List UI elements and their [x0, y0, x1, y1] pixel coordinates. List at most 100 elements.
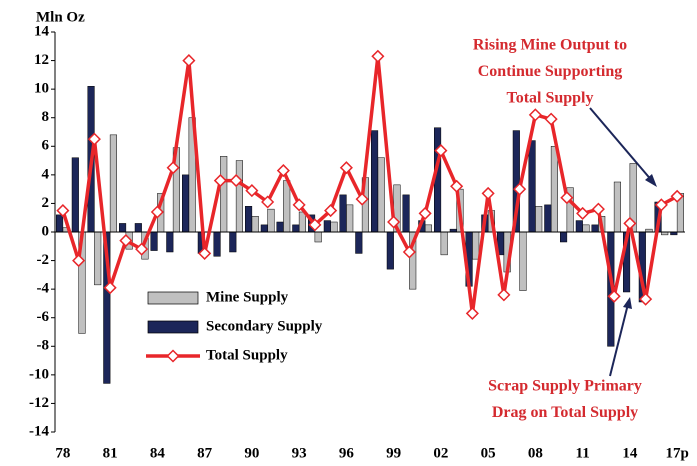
legend-label: Secondary Supply — [206, 318, 323, 334]
y-tick-label: 12 — [34, 52, 49, 68]
bar — [346, 204, 354, 233]
bar — [283, 180, 291, 233]
marker — [371, 49, 385, 63]
y-tick-label: -8 — [37, 338, 50, 354]
marker — [150, 205, 164, 219]
annotation: Scrap Supply Primary — [488, 378, 642, 395]
legend-label: Mine Supply — [206, 289, 289, 305]
bar — [150, 231, 158, 251]
bar — [355, 231, 363, 254]
bar — [613, 181, 621, 233]
marker — [450, 179, 464, 193]
y-tick-label: -4 — [37, 281, 50, 297]
bar — [424, 224, 432, 233]
marker — [182, 54, 196, 68]
marker — [434, 144, 448, 158]
bar — [298, 211, 306, 233]
legend-label: Total Supply — [206, 347, 288, 363]
bar — [213, 231, 221, 257]
bar — [386, 231, 394, 270]
bar — [182, 174, 190, 233]
bar — [56, 214, 64, 233]
bar — [528, 140, 536, 233]
bar — [377, 157, 385, 233]
marker — [308, 218, 322, 232]
y-tick-label: 14 — [34, 23, 50, 39]
bar — [119, 223, 127, 233]
bar — [134, 223, 142, 233]
y-tick-label: 2 — [42, 195, 50, 211]
bar — [371, 130, 379, 233]
marker — [576, 206, 590, 220]
annotation: Continue Supporting — [478, 63, 623, 80]
legend-marker — [166, 349, 180, 363]
bar — [582, 224, 590, 233]
annotation: Total Supply — [506, 90, 593, 107]
marker — [261, 195, 275, 209]
bar — [323, 220, 331, 233]
marker — [560, 191, 574, 205]
bar — [330, 221, 338, 233]
y-tick-label: -10 — [29, 366, 49, 382]
marker — [623, 216, 637, 230]
bar — [260, 224, 268, 233]
marker — [292, 198, 306, 212]
y-tick-label: 0 — [42, 223, 50, 239]
legend-swatch — [147, 291, 199, 305]
y-tick-label: 8 — [42, 109, 50, 125]
bar — [519, 231, 527, 291]
y-tick-label: 4 — [42, 166, 50, 182]
bar — [166, 231, 174, 253]
marker — [135, 242, 149, 256]
marker — [528, 108, 542, 122]
bar — [535, 206, 543, 233]
bar — [235, 160, 243, 233]
marker — [229, 174, 243, 188]
x-tick-label: 05 — [481, 445, 496, 461]
bar — [251, 216, 259, 233]
marker — [72, 254, 86, 268]
marker — [591, 202, 605, 216]
x-tick-label: 78 — [55, 445, 70, 461]
marker — [213, 174, 227, 188]
bar — [267, 208, 275, 233]
bar — [591, 224, 599, 233]
arrowhead — [623, 297, 632, 309]
x-tick-label: 02 — [433, 445, 448, 461]
marker — [418, 206, 432, 220]
legend-swatch — [147, 320, 199, 334]
bar — [314, 231, 322, 243]
x-tick-label: 90 — [244, 445, 259, 461]
x-tick-label: 08 — [528, 445, 543, 461]
arrow — [609, 303, 629, 377]
y-tick-label: 6 — [42, 138, 50, 154]
marker — [497, 288, 511, 302]
bar — [339, 194, 347, 233]
x-tick-label: 93 — [292, 445, 307, 461]
arrowhead — [645, 174, 657, 187]
bar — [550, 146, 558, 233]
y-axis-label: Mln Oz — [36, 9, 85, 25]
marker — [670, 189, 684, 203]
marker — [544, 112, 558, 126]
marker — [402, 245, 416, 259]
x-tick-label: 17p — [665, 445, 688, 461]
marker — [387, 215, 401, 229]
marker — [465, 306, 479, 320]
x-tick-label: 11 — [576, 445, 590, 461]
marker — [103, 281, 117, 295]
bar — [402, 194, 410, 233]
marker — [639, 292, 653, 306]
bar — [560, 231, 568, 243]
x-tick-label: 14 — [622, 445, 638, 461]
y-tick-label: -12 — [29, 395, 49, 411]
bar — [276, 221, 284, 233]
bar — [472, 231, 480, 260]
x-tick-label: 87 — [197, 445, 213, 461]
marker — [654, 198, 668, 212]
bar — [544, 204, 552, 233]
y-tick-label: -14 — [29, 423, 49, 439]
y-tick-label: 10 — [34, 81, 49, 97]
bar — [71, 157, 79, 233]
line — [61, 54, 678, 316]
